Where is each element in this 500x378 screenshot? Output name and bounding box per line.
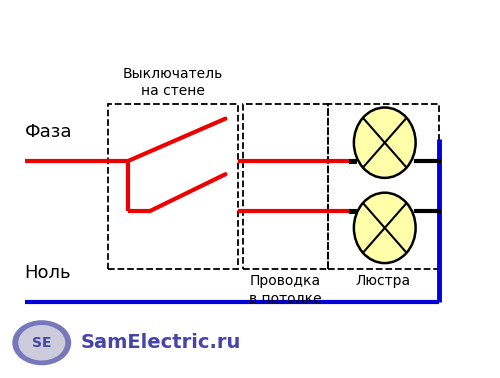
Text: SE: SE [32, 336, 52, 350]
Circle shape [14, 321, 70, 364]
Text: Ноль: Ноль [24, 263, 71, 282]
Text: Выключатель
на стене: Выключатель на стене [122, 67, 223, 98]
Ellipse shape [354, 193, 416, 263]
Text: SamElectric.ru: SamElectric.ru [81, 333, 241, 352]
Bar [108, 104, 238, 269]
Ellipse shape [354, 107, 416, 178]
Bar [328, 104, 438, 269]
Text: Фаза: Фаза [24, 123, 72, 141]
Bar [242, 104, 328, 269]
Circle shape [18, 325, 66, 361]
Text: Люстра: Люстра [356, 274, 411, 288]
Text: Проводка
в потолке: Проводка в потолке [249, 274, 322, 305]
